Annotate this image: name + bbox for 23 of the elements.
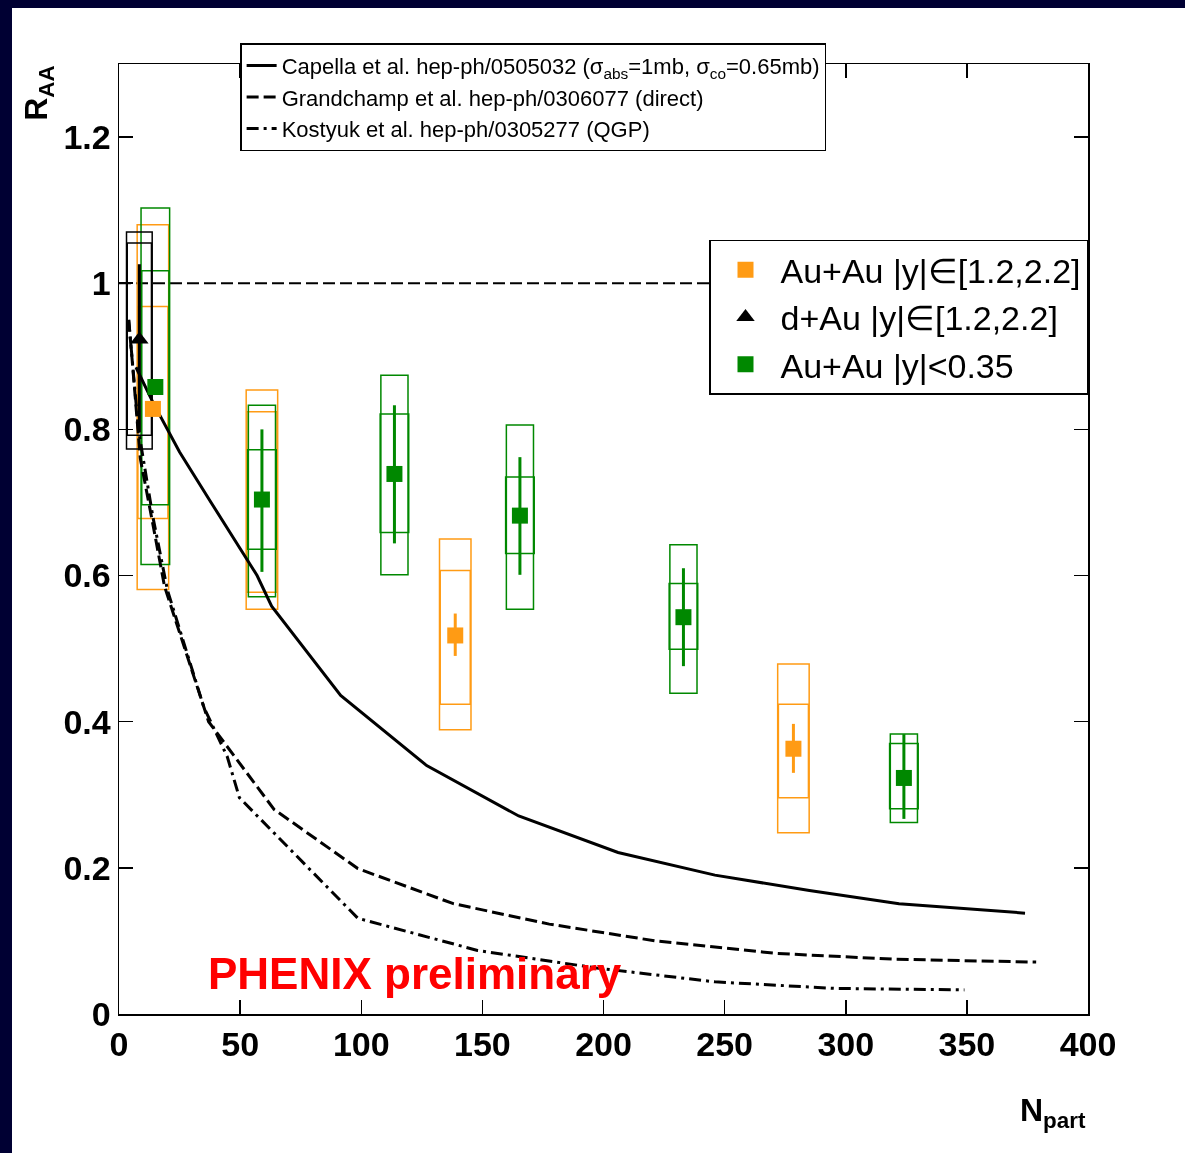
annotation: PHENIX preliminary (208, 949, 622, 998)
y-tick-label: 0.4 (63, 702, 111, 741)
x-tick-label: 300 (817, 1025, 875, 1064)
legend-label: Grandchamp et al. hep-ph/0306077 (direct) (281, 85, 704, 111)
legend-label: Kostyuk et al. hep-ph/0305277 (QGP) (281, 117, 650, 143)
x-tick-label: 250 (696, 1025, 753, 1064)
legend-label: Capella et al. hep-ph/0505032 (σ$_{abs}$=1mb, σ$_{co}$=0.65mb) (281, 53, 820, 82)
y-tick-label: 0.2 (63, 848, 111, 887)
x-tick-label: 100 (332, 1025, 390, 1064)
x-tick-label: 350 (938, 1025, 996, 1064)
x-tick-label: 200 (575, 1025, 632, 1064)
x-tick-label: 50 (221, 1025, 260, 1064)
y-tick-label: 1.2 (63, 117, 111, 156)
y-tick-label: 0.8 (63, 410, 111, 449)
y-tick-label: 0.6 (63, 556, 111, 595)
legend-label: d+Au |y|∈[1.2,2.2] (780, 299, 1058, 338)
legend-label: Au+Au |y|<0.35 (780, 346, 1014, 385)
legend-label: Au+Au |y|∈[1.2,2.2] (780, 252, 1081, 291)
x-axis-title: N$_{part}$ (1020, 1092, 1086, 1133)
x-tick-label: 150 (454, 1025, 511, 1064)
y-tick-label: 1 (91, 264, 111, 303)
y-tick-label: 0 (91, 994, 111, 1033)
x-tick-label: 400 (1059, 1025, 1117, 1064)
